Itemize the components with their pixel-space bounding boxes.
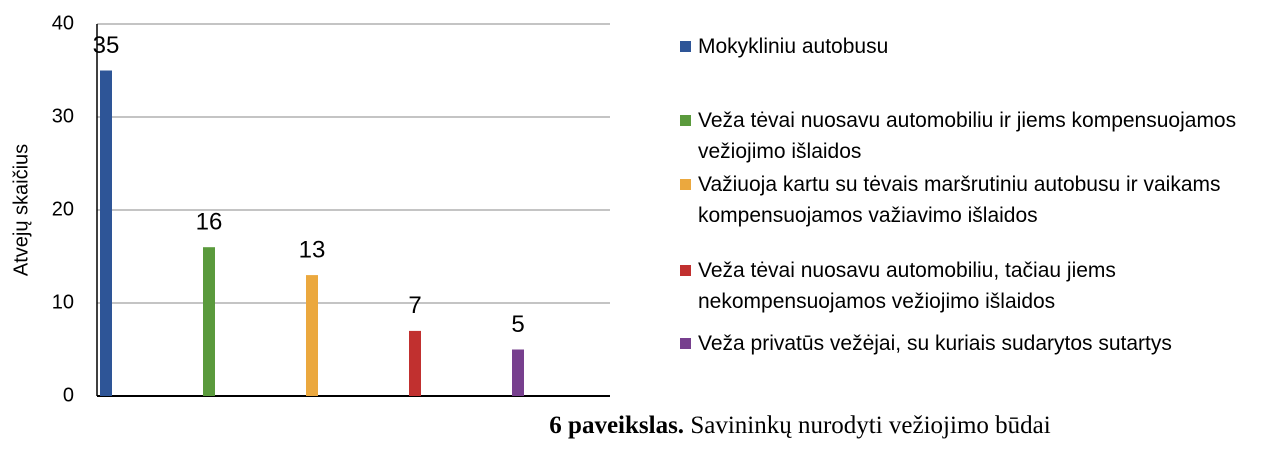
legend-label: Veža privatūs vežėjai, su kuriais sudary…: [698, 332, 1172, 355]
legend-entry: Veža tėvai nuosavu automobiliu, tačiau j…: [680, 255, 1240, 317]
legend-entry: Veža privatūs vežėjai, su kuriais sudary…: [680, 328, 1240, 359]
legend-entry: Veža tėvai nuosavu automobiliu ir jiems …: [680, 105, 1240, 167]
y-axis-label: Atvejų skaičius: [10, 144, 32, 276]
value-label: 16: [196, 209, 223, 236]
legend-label: Važiuoja kartu su tėvais maršrutiniu aut…: [698, 173, 1221, 227]
y-tick-label: 20: [52, 198, 74, 220]
legend-entry: Važiuoja kartu su tėvais maršrutiniu aut…: [680, 169, 1240, 231]
bar: [409, 330, 421, 396]
value-label: 7: [408, 292, 421, 319]
bar: [203, 247, 215, 396]
legend-swatch: [680, 338, 691, 349]
caption-text: Savininkų nurodyti vežiojimo būdai: [690, 412, 1051, 439]
y-tick-label: 10: [52, 291, 74, 313]
legend-entry: Mokykliniu autobusu: [680, 31, 1240, 62]
legend-swatch: [680, 115, 691, 126]
legend-swatch: [680, 265, 691, 276]
legend-label: Veža tėvai nuosavu automobiliu, tačiau j…: [698, 259, 1116, 313]
value-label: 5: [511, 311, 524, 338]
chart: Atvejų skaičius 0 10 20 30 40 35 16 13 7 5: [10, 12, 610, 406]
caption-label: 6 paveikslas.: [549, 412, 685, 439]
value-label: 13: [299, 236, 326, 263]
legend-label: Mokykliniu autobusu: [698, 35, 889, 58]
bar: [100, 70, 112, 396]
value-label: 35: [93, 32, 120, 59]
caption: 6 paveikslas. Savininkų nurodyti vežioji…: [340, 412, 1260, 440]
legend-label: Veža tėvai nuosavu automobiliu ir jiems …: [698, 109, 1237, 163]
bar: [306, 275, 318, 396]
y-tick-label: 40: [52, 12, 74, 34]
bar: [512, 349, 524, 396]
y-tick-label: 30: [52, 105, 74, 127]
legend-swatch: [680, 179, 691, 190]
y-tick-label: 0: [63, 384, 74, 406]
legend-swatch: [680, 41, 691, 52]
